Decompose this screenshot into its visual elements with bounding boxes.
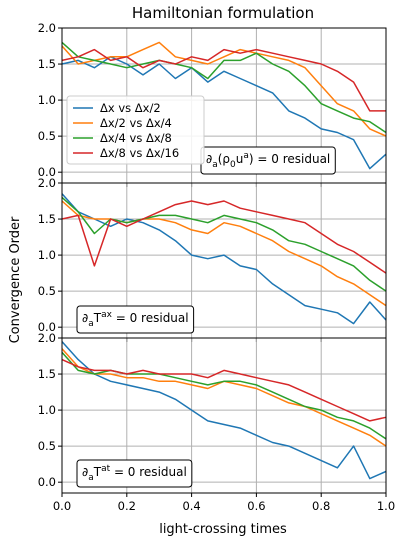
annotation-box (76, 305, 195, 334)
panel-3: 0.0 0.5 1.0 1.5 2.0 0.0 0.2 0.4 0.6 0.8 1.0 ∂aTat =… (38, 331, 395, 513)
x-tick-label: 0.0 (53, 499, 71, 513)
y-tick-label: 1.5 (38, 367, 56, 381)
panel-annotation: ∂a(ρ0ua) = 0 residual (200, 146, 336, 175)
panels-group: 0.00.51.01.52.0∂a(ρ0ua) = 0 residual0.00… (38, 21, 395, 513)
y-tick-label: 2.0 (38, 176, 56, 190)
y-tick-label: 0.0 (38, 320, 56, 334)
legend-box (66, 95, 205, 165)
series-line-4 (61, 200, 387, 274)
y-tick-label: 0.0 (38, 165, 56, 179)
panel-annotation: ∂aTax = 0 residual (76, 305, 195, 334)
annotation-box (76, 459, 193, 488)
legend: Δx vs Δx/2Δx/2 vs Δx/4Δx/4 vs Δx/8Δx/8 v… (66, 95, 205, 165)
series-line-4 (61, 48, 386, 112)
y-tick-label: 1.5 (38, 57, 56, 71)
series-line-3 (61, 196, 387, 292)
x-tick-label: 0.2 (118, 499, 136, 513)
series-line-1 (61, 341, 387, 480)
legend-label-4: Δx/8 vs Δx/16 (100, 146, 179, 160)
panel-2: 0.0 0.5 1.0 1.5 2.0 ∂aTax = 0 residual (38, 176, 387, 342)
legend-label-2: Δx/2 vs Δx/4 (100, 116, 172, 130)
annotation-text: ∂aTat = 0 residual (82, 464, 187, 483)
chart-title: Hamiltonian formulation (132, 4, 314, 22)
y-tick-label: 2.0 (38, 331, 56, 345)
legend-label-1: Δx vs Δx/2 (100, 101, 161, 115)
annotation-text: ∂a(ρ0ua) = 0 residual (206, 151, 330, 170)
y-tick-label: 0.5 (38, 439, 56, 453)
series-line-4 (61, 358, 387, 422)
x-tick-label: 0.6 (247, 499, 265, 513)
series-line-2 (61, 41, 387, 137)
series-line-3 (61, 41, 387, 134)
x-tick-label: 0.4 (182, 499, 200, 513)
legend-label-3: Δx/4 vs Δx/8 (100, 131, 172, 145)
y-tick-label: 1.0 (38, 248, 56, 262)
y-tick-label: 1.0 (38, 93, 56, 107)
series-line-2 (61, 200, 387, 307)
x-axis-label: light-crossing times (159, 522, 287, 537)
y-axis-label: Convergence Order (8, 216, 23, 343)
x-tick-label: 1.0 (377, 499, 395, 513)
x-tick-label: 0.8 (312, 499, 330, 513)
panel-annotation: ∂aTat = 0 residual (76, 459, 193, 488)
y-tick-label: 0.0 (38, 475, 56, 489)
y-tick-label: 1.5 (38, 212, 56, 226)
series-line-2 (61, 348, 387, 447)
series-line-3 (61, 351, 387, 440)
y-tick-label: 0.5 (38, 129, 56, 143)
panel-frame (61, 337, 387, 494)
y-tick-label: 1.0 (38, 403, 56, 417)
series-line-1 (61, 193, 387, 325)
y-tick-label: 0.5 (38, 284, 56, 298)
annotation-text: ∂aTax = 0 residual (82, 310, 189, 329)
panel-1: 0.0 0.5 1.0 1.5 2.0 ∂a(ρ0ua) = 0 residual (38, 21, 387, 187)
y-tick-label: 2.0 (38, 21, 56, 35)
